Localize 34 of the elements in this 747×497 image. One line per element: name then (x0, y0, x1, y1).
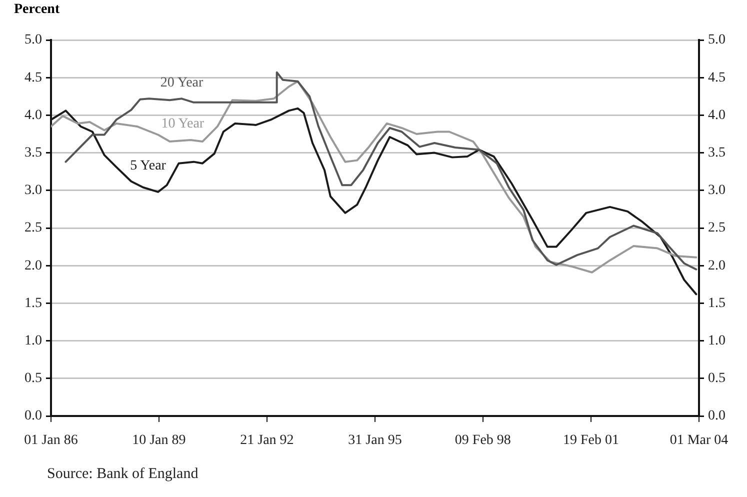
y2-tick-label: 1.0 (708, 333, 726, 348)
series-label: 5 Year (130, 158, 166, 174)
y2-tick-label: 3.5 (708, 145, 726, 160)
x-tick-label: 01 Mar 04 (670, 433, 728, 448)
y-tick-label: 4.0 (24, 108, 42, 123)
y-tick-label: 5.0 (24, 32, 42, 48)
y2-tick-label: 2.0 (708, 258, 726, 274)
y-tick-label: 3.5 (24, 145, 42, 160)
y2-tick-label: 2.5 (708, 220, 726, 236)
y2-tick-label: 3.0 (708, 183, 726, 198)
x-tick-label: 10 Jan 89 (132, 433, 186, 448)
y-tick-label: 1.5 (24, 296, 42, 311)
series-label: 10 Year (161, 116, 204, 132)
x-tick-label: 31 Jan 95 (348, 433, 402, 448)
y-tick-label: 0.5 (24, 371, 42, 386)
y-tick-label: 3.0 (24, 183, 42, 198)
y2-tick-label: 1.5 (708, 296, 726, 311)
y-tick-label: 2.5 (24, 220, 42, 236)
y2-tick-label: 0.0 (708, 408, 726, 424)
y-tick-label: 2.0 (24, 258, 42, 274)
y-tick-label: 4.5 (24, 70, 42, 86)
y-axis-title: Percent (14, 2, 60, 18)
series-label: 20 Year (160, 75, 204, 90)
source-note: Source: Bank of England (47, 466, 198, 483)
y2-tick-label: 5.0 (708, 32, 726, 48)
x-tick-label: 21 Jan 92 (240, 433, 294, 448)
x-tick-label: 09 Feb 98 (454, 433, 511, 448)
y-tick-label: 1.0 (24, 333, 42, 348)
y-tick-label: 0.0 (24, 408, 42, 424)
y2-tick-label: 4.5 (708, 70, 726, 86)
x-tick-label: 19 Feb 01 (562, 433, 619, 448)
x-tick-label: 01 Jan 86 (24, 433, 78, 448)
y2-tick-label: 0.5 (708, 371, 726, 386)
y2-tick-label: 4.0 (708, 108, 726, 123)
